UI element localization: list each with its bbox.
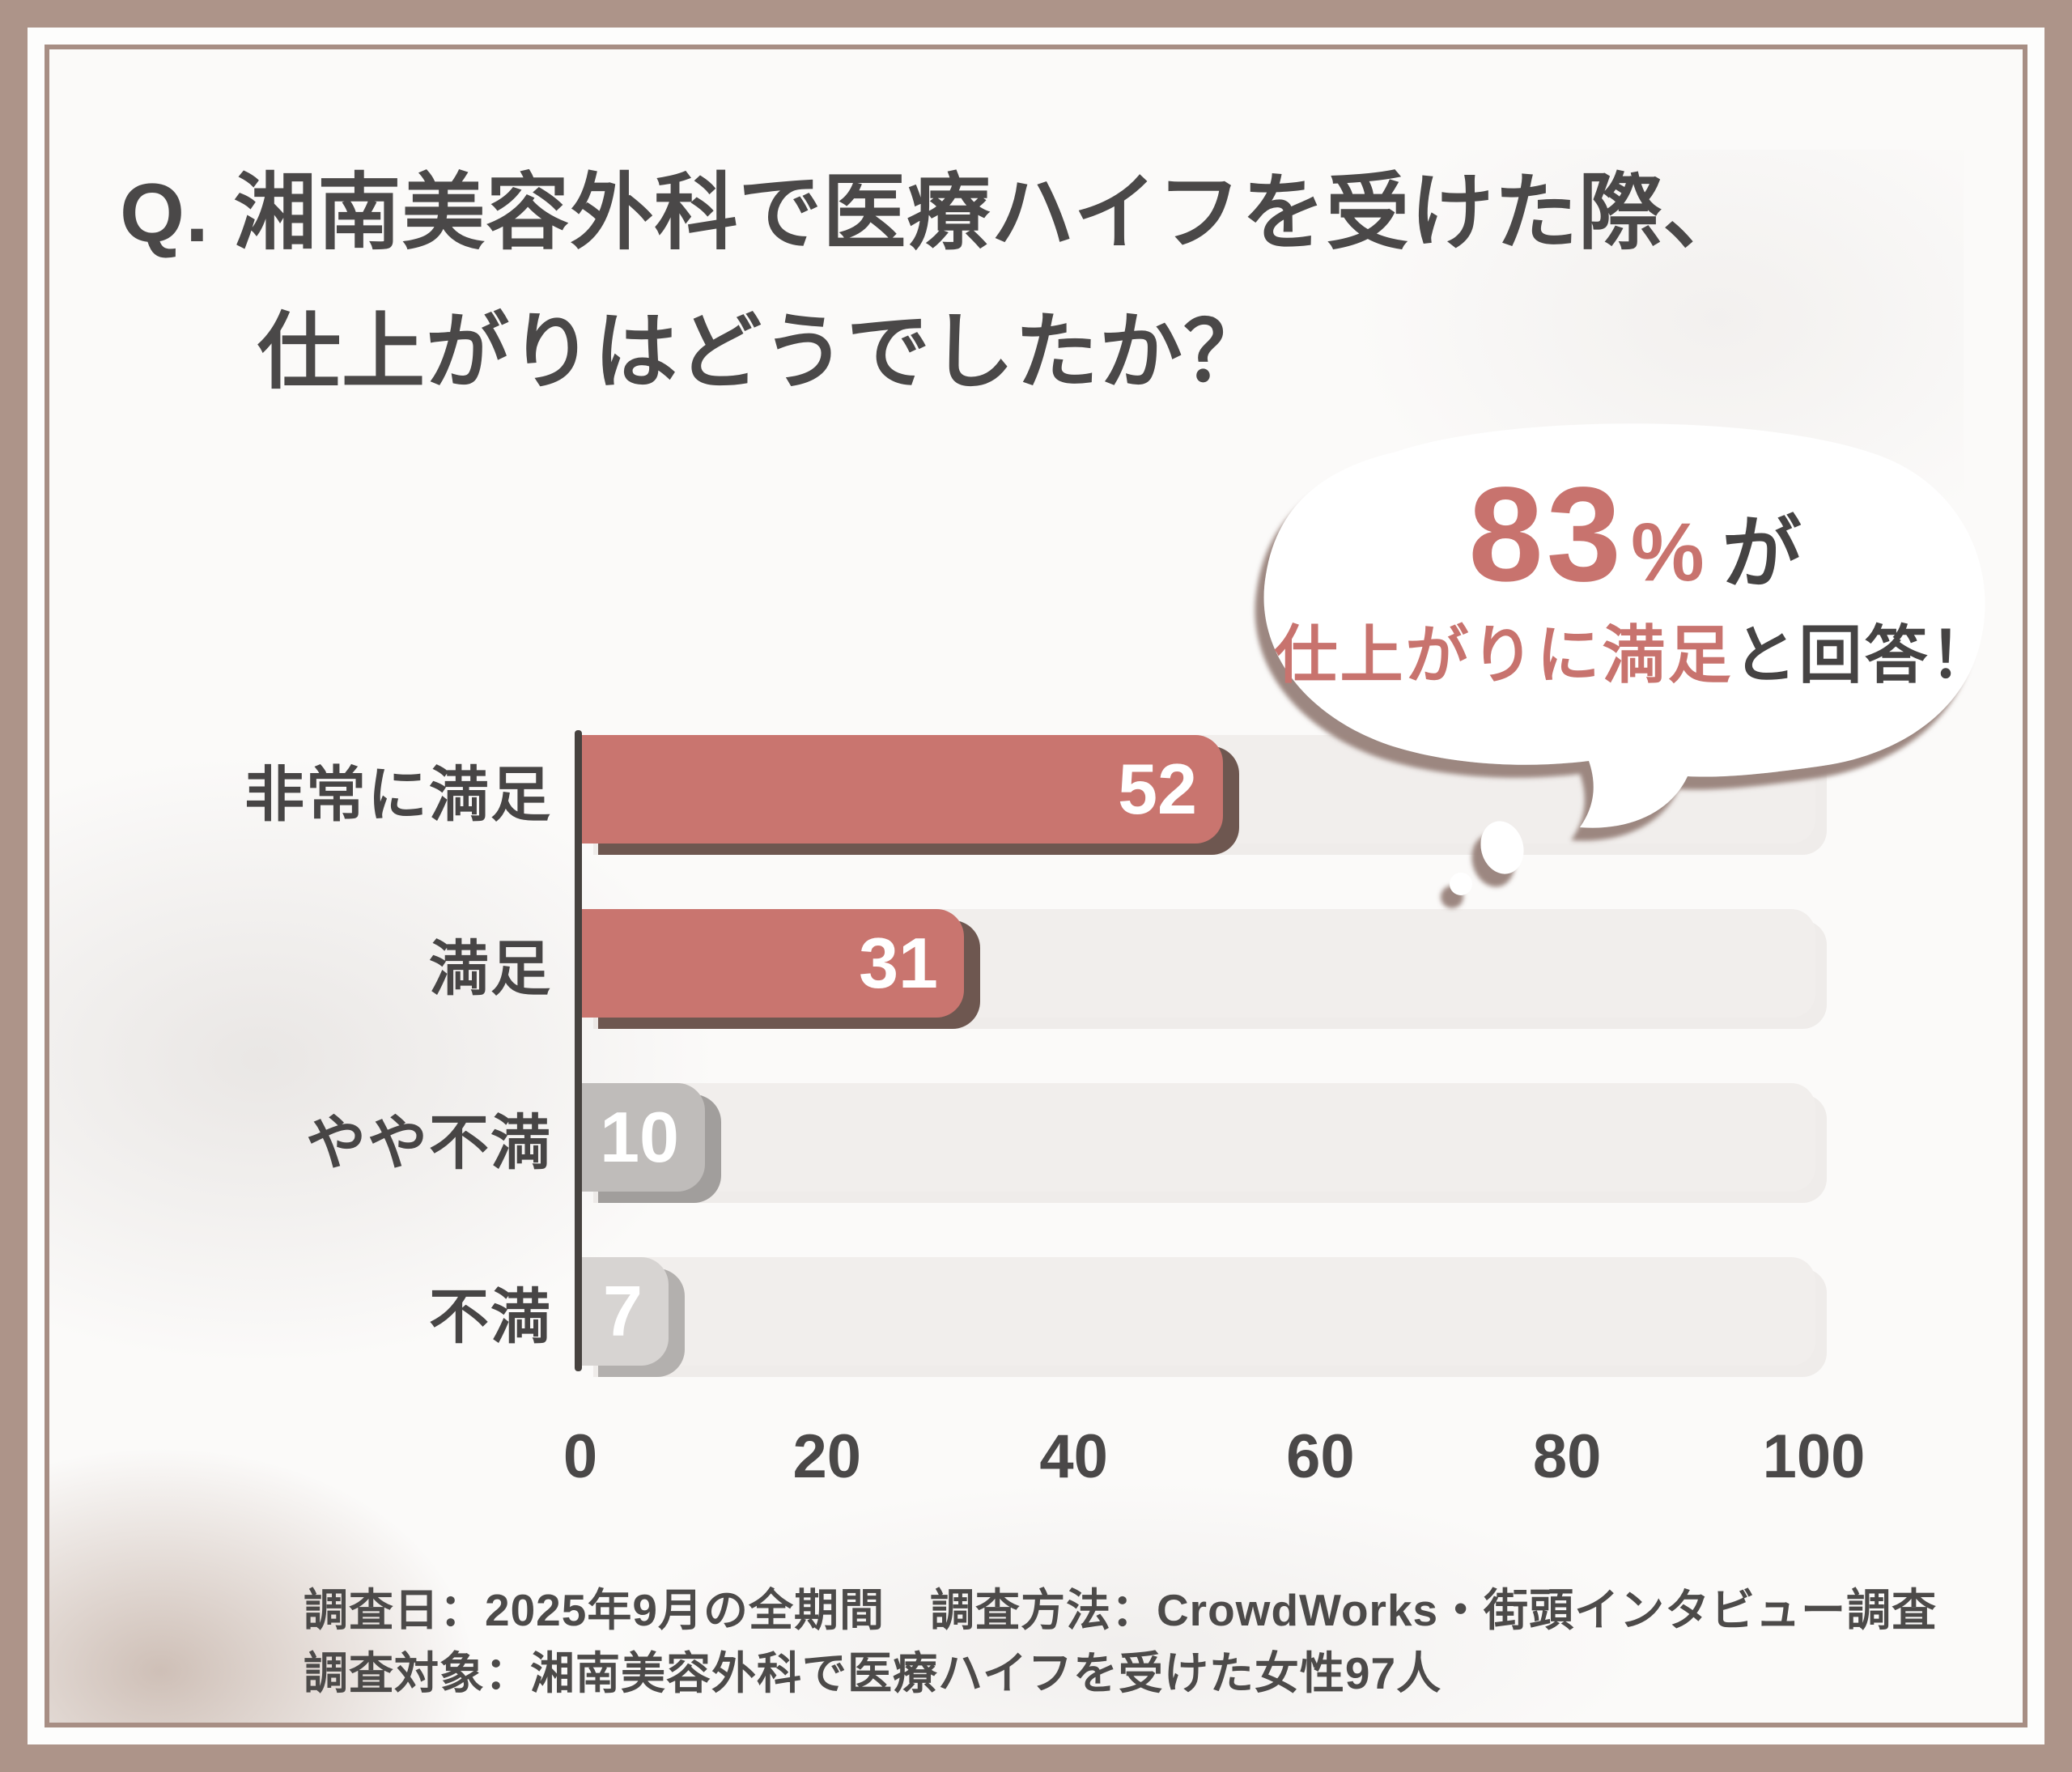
y-axis-line	[575, 730, 582, 1371]
survey-target-note: 調査対象：湘南美容外科で医療ハイフを受けた女性97人	[304, 1648, 1442, 1698]
bubble-headline: 83 % が	[1468, 468, 1801, 602]
x-tick-label: 100	[1762, 1422, 1866, 1491]
survey-method-note: 調査日：2025年9月の全期間 調査方法：CrowdWorks・街頭インタビュー…	[304, 1585, 1938, 1635]
answer-text: と回答！	[1733, 619, 1996, 691]
bar-track	[582, 1257, 1815, 1366]
highlight-text: 仕上がりに満足	[1274, 619, 1734, 691]
x-tick-label: 20	[792, 1422, 862, 1491]
x-tick-label: 80	[1532, 1422, 1602, 1491]
bubble-subline: 仕上がりに満足と回答！	[1274, 623, 1995, 686]
speech-bubble-blob	[1263, 423, 1985, 828]
bar-3: 10	[582, 1083, 705, 1192]
category-label: やや不満	[306, 1108, 552, 1176]
category-label: 満足	[429, 934, 552, 1002]
thought-dot-small	[1450, 873, 1472, 895]
percent-value: 83	[1468, 460, 1624, 610]
bar-4: 7	[582, 1257, 669, 1366]
bar-value-label: 7	[603, 1271, 643, 1351]
bar-value-label: 31	[859, 923, 938, 1003]
thought-dot-large	[1480, 821, 1524, 874]
x-tick-label: 60	[1286, 1422, 1355, 1491]
x-tick-label: 0	[563, 1422, 598, 1491]
bar-value-label: 52	[1118, 749, 1197, 829]
particle-text: が	[1722, 508, 1802, 597]
percent-sign: %	[1630, 506, 1705, 598]
question-title-line2: 仕上がりはどうでしたか？	[257, 305, 1267, 398]
speech-bubble-text: 83 % が 仕上がりに満足と回答！	[1230, 421, 2040, 988]
bar-2: 31	[582, 909, 964, 1018]
x-tick-label: 40	[1039, 1422, 1108, 1491]
bar-1: 52	[582, 735, 1223, 844]
category-label: 非常に満足	[244, 760, 552, 828]
category-label: 不満	[429, 1282, 552, 1350]
bar-track	[582, 1083, 1815, 1192]
bar-value-label: 10	[600, 1097, 679, 1177]
question-title-line1: Q. 湘南美容外科で医療ハイフを受けた際、	[120, 166, 1747, 259]
speech-bubble	[1263, 423, 1985, 895]
